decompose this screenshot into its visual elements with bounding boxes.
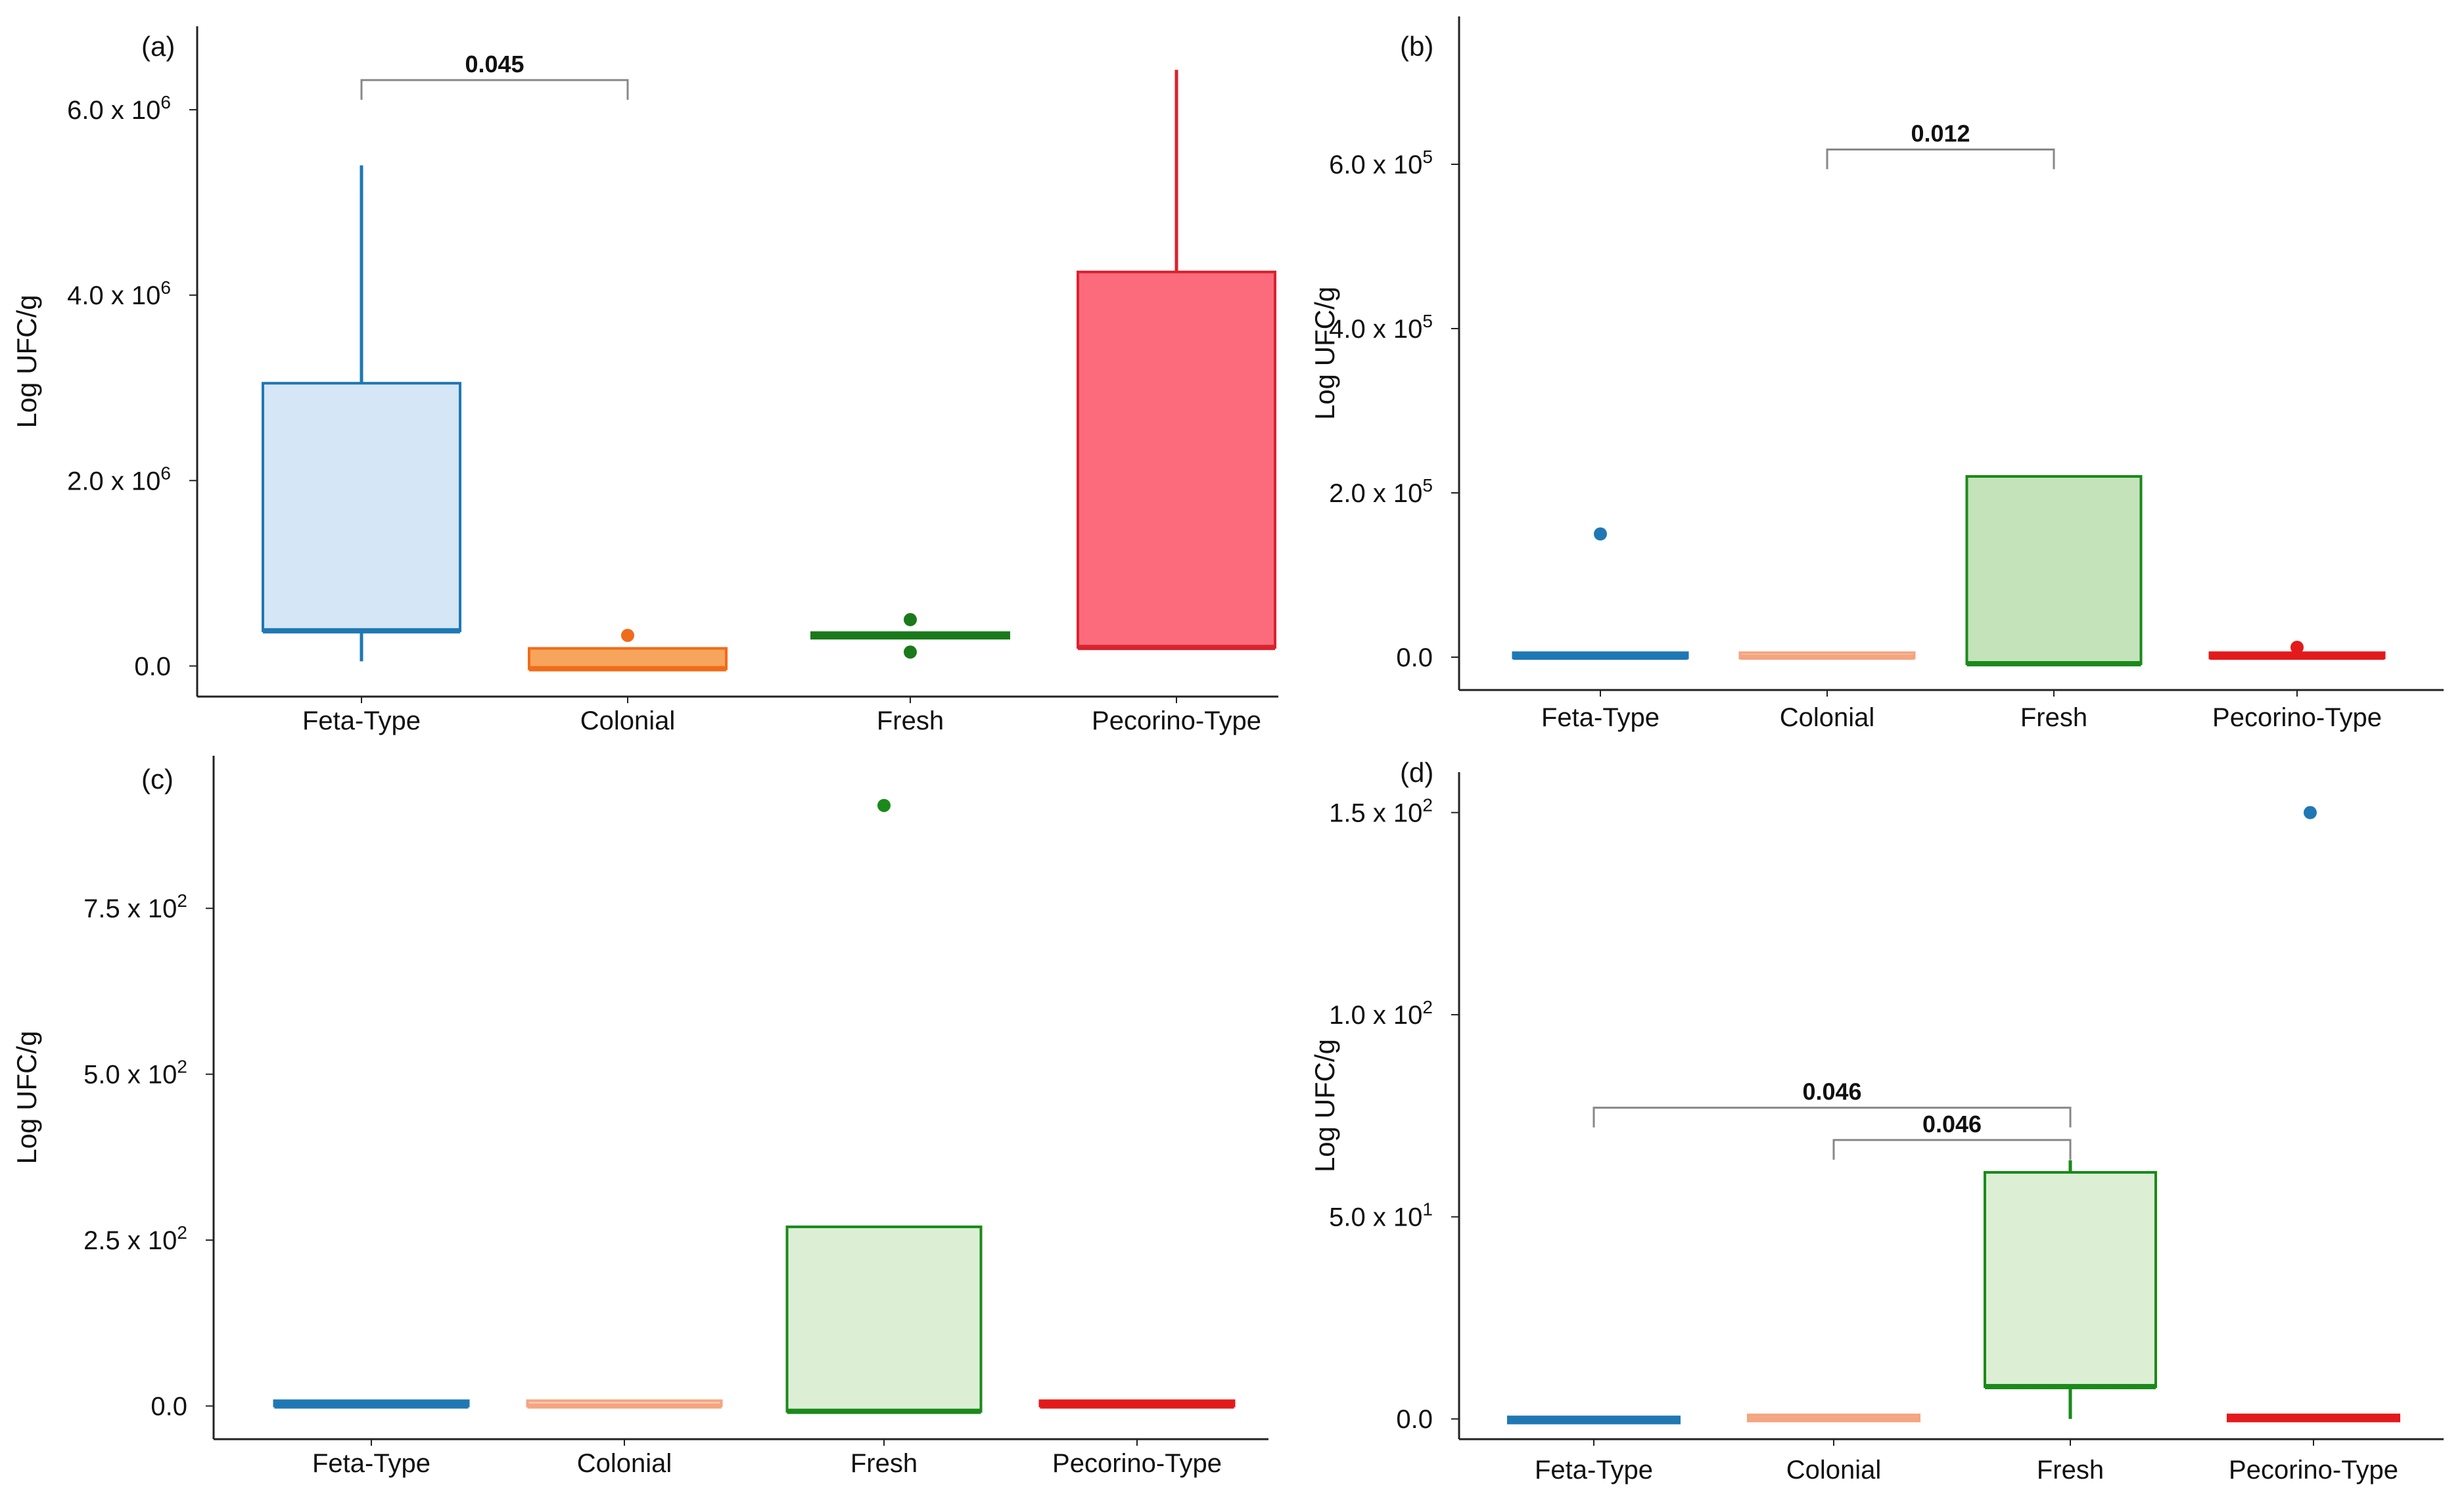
x-tick-label: Colonial [580, 706, 676, 735]
y-tick-label: 0.0 [134, 652, 171, 681]
y-tick-label: 5.0 x 101 [1329, 1199, 1433, 1232]
significance-bracket [1832, 1139, 2072, 1160]
x-tick-label: Colonial [577, 1449, 672, 1478]
y-axis-title: Log UFC/g [1309, 287, 1340, 420]
y-tick-label: 5.0 x 102 [83, 1057, 187, 1090]
outlier-point [877, 798, 891, 812]
y-axis-title: Log UFC/g [1309, 1039, 1340, 1172]
x-tick-label: Feta-Type [1541, 703, 1660, 732]
significance-label: 0.045 [465, 51, 524, 78]
y-tick-label: 0.0 [151, 1393, 187, 1421]
x-tick-label: Colonial [1786, 1456, 1882, 1485]
x-tick-label: Fresh [850, 1449, 918, 1478]
x-tick-label: Pecorino-Type [1052, 1449, 1222, 1478]
box-fresh [1965, 475, 2143, 665]
significance-bracket [1592, 1107, 2072, 1128]
y-tick-label: 7.5 x 102 [83, 890, 187, 923]
x-tick-label: Fresh [2020, 703, 2087, 732]
y-tick-label: 1.5 x 102 [1329, 795, 1433, 828]
x-tick-label: Pecorino-Type [2212, 703, 2382, 732]
y-tick-label: 6.0 x 105 [1329, 147, 1433, 179]
y-tick-label: 2.0 x 106 [67, 463, 171, 495]
panel-label: (b) [1400, 31, 1433, 62]
outlier-point [2290, 641, 2304, 654]
y-axis-title: Log UFC/g [11, 1030, 42, 1164]
box-colonial [528, 647, 728, 670]
y-tick-label: 4.0 x 105 [1329, 311, 1433, 344]
outlier-point [2304, 806, 2317, 819]
panel-label: (c) [141, 764, 174, 795]
y-tick-label: 0.0 [1396, 1405, 1433, 1434]
y-tick-label: 2.0 x 105 [1329, 475, 1433, 508]
outlier-point [904, 645, 917, 659]
panel-d: (d) Log UFC/g 0.0 5.0 x 101 1.0 x 102 1.5 x 1… [1309, 757, 2444, 1485]
panel-label: (a) [141, 31, 175, 62]
significance-label: 0.012 [1911, 120, 1970, 147]
outlier-point [904, 612, 917, 626]
box-fresh [785, 1225, 983, 1413]
significance-bracket [1826, 149, 2055, 170]
x-tick-label: Feta-Type [302, 706, 421, 735]
outlier-point [1594, 527, 1607, 541]
x-tick-label: Colonial [1780, 703, 1875, 732]
y-tick-label: 2.5 x 102 [83, 1222, 187, 1255]
box-feta-type [262, 382, 461, 632]
significance-label: 0.046 [1802, 1078, 1861, 1105]
x-tick-label: Pecorino-Type [1092, 706, 1261, 735]
panel-label: (d) [1400, 757, 1433, 788]
x-tick-label: Pecorino-Type [2229, 1456, 2398, 1485]
outlier-point [621, 628, 634, 642]
y-tick-label: 1.0 x 102 [1329, 997, 1433, 1030]
significance-label: 0.046 [1922, 1111, 1982, 1138]
x-tick-label: Feta-Type [1535, 1456, 1653, 1485]
panel-b: (b) Log UFC/g 0.0 2.0 x 105 4.0 x 105 6.0 x 1… [1309, 16, 2444, 732]
panel-c: (c) Log UFC/g 0.0 2.5 x 102 5.0 x 102 7.5 x 1… [11, 756, 1268, 1478]
x-tick-label: Feta-Type [312, 1449, 430, 1478]
x-tick-label: Fresh [877, 706, 944, 735]
y-tick-label: 4.0 x 106 [67, 277, 171, 310]
y-tick-label: 6.0 x 106 [67, 92, 171, 125]
y-tick-label: 0.0 [1396, 643, 1433, 672]
x-tick-label: Fresh [2037, 1456, 2104, 1485]
y-axis-title: Log UFC/g [11, 294, 42, 428]
box-pecorino-type [1077, 270, 1276, 649]
box-fresh [1984, 1171, 2157, 1389]
panel-a: (a) Log UFC/g 0.0 2.0 x 106 4.0 x 106 6.0 x 1… [11, 26, 1278, 735]
significance-bracket [360, 79, 629, 100]
